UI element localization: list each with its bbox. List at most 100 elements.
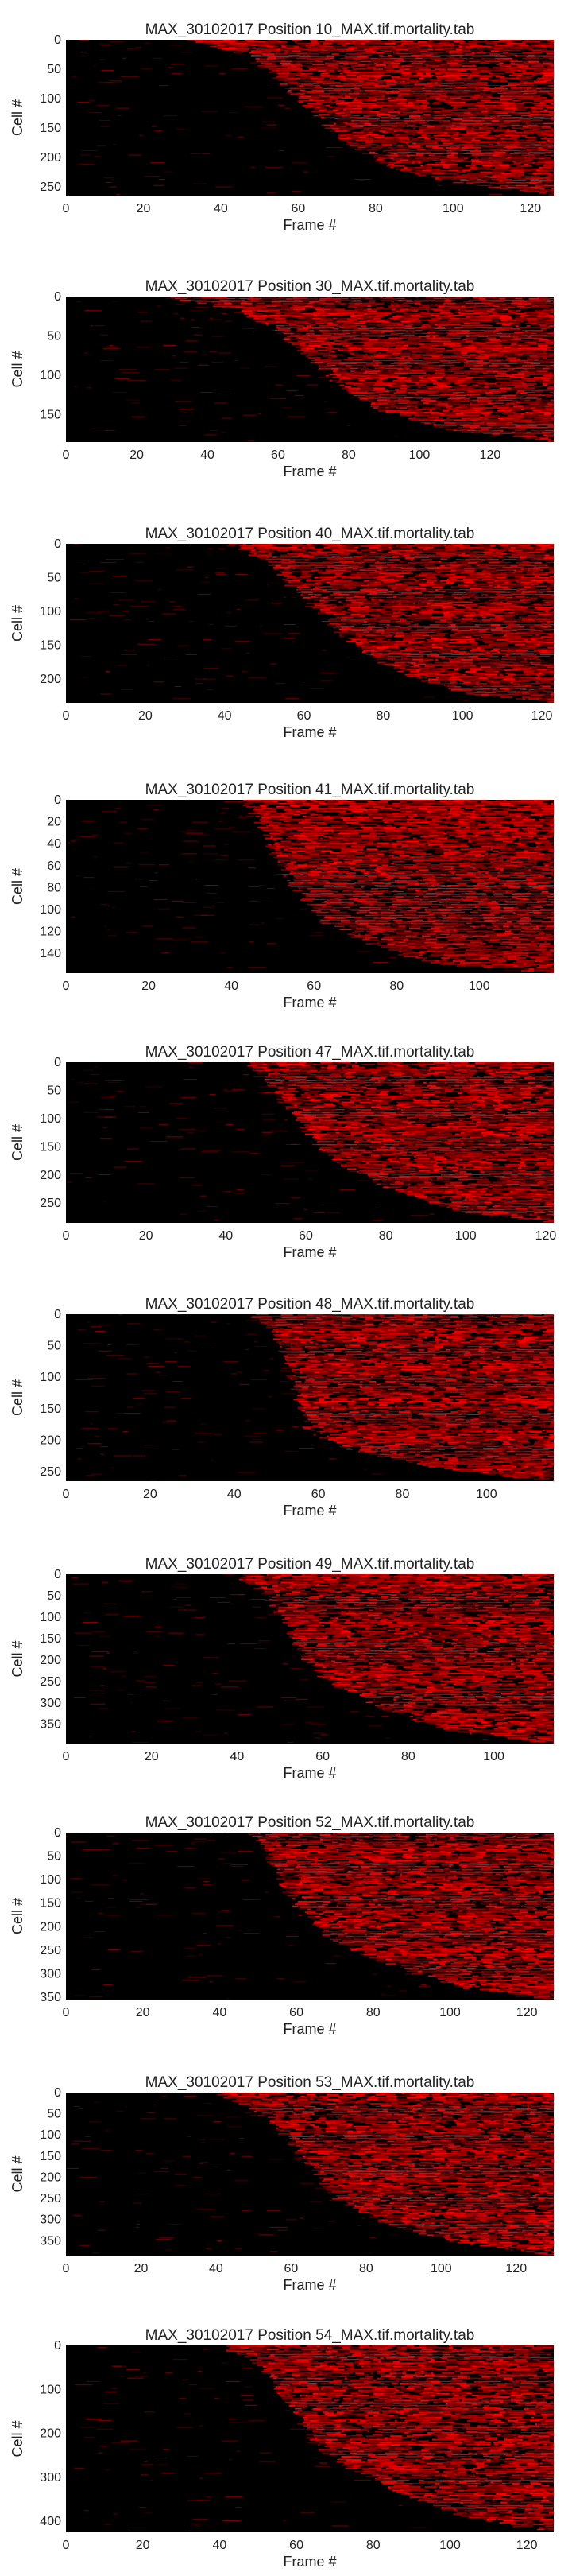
heatmap-cell — [531, 97, 542, 99]
heatmap-cell — [302, 91, 307, 92]
heatmap-cell — [433, 85, 439, 87]
heatmap-cell — [543, 62, 551, 64]
heatmap-cell — [448, 82, 460, 83]
heatmap-cell — [307, 74, 311, 76]
heatmap-cell — [399, 52, 411, 53]
heatmap-cell — [390, 48, 396, 51]
heatmap-cell — [378, 55, 384, 56]
heatmap-cell — [351, 79, 361, 81]
heatmap-cell — [400, 41, 414, 42]
heatmap-cell — [550, 47, 552, 49]
heatmap-cell — [463, 100, 469, 102]
heatmap-cell — [311, 80, 315, 82]
heatmap-cell — [328, 70, 334, 72]
heatmap-cell — [236, 40, 239, 41]
heatmap-cell — [278, 70, 291, 72]
heatmap-cell — [211, 42, 221, 45]
heatmap-cell — [411, 65, 415, 67]
heatmap-cell — [295, 77, 300, 80]
heatmap-cell — [300, 67, 303, 68]
heatmap-cell — [324, 44, 327, 46]
heatmap-cell — [341, 70, 344, 72]
heatmap-cell — [370, 79, 378, 81]
heatmap-cell — [171, 72, 183, 74]
heatmap-cell — [257, 65, 265, 67]
heatmap-cell — [508, 53, 516, 55]
heatmap-cell — [476, 52, 486, 54]
heatmap-cell — [384, 102, 392, 103]
heatmap-cell — [363, 80, 376, 82]
heatmap-cell — [520, 83, 528, 85]
heatmap-cell — [388, 72, 395, 74]
heatmap-cell — [551, 87, 554, 90]
heatmap-cell — [518, 100, 522, 102]
heatmap-cell — [551, 102, 554, 103]
heatmap-cell — [549, 89, 554, 91]
heatmap-cell — [459, 68, 466, 71]
heatmap-cell — [288, 77, 296, 80]
heatmap-cell — [440, 83, 454, 85]
heatmap-cell — [204, 42, 212, 45]
heatmap-cell — [297, 83, 302, 85]
heatmap-cell — [303, 55, 305, 56]
heatmap-cell — [476, 94, 480, 96]
heatmap-cell — [396, 77, 400, 79]
heatmap-cell — [257, 41, 266, 43]
heatmap-cell — [419, 77, 424, 80]
heatmap-cell — [311, 70, 319, 72]
heatmap-cell — [425, 87, 431, 90]
heatmap-cell — [420, 53, 434, 56]
heatmap-cell — [272, 45, 274, 48]
heatmap-cell — [374, 65, 386, 67]
heatmap-cell — [77, 102, 90, 103]
heatmap-cell — [500, 60, 505, 62]
heatmap-cell — [502, 103, 515, 104]
heatmap-cell — [290, 87, 303, 90]
heatmap-cell — [475, 79, 489, 80]
heatmap-cell — [323, 45, 333, 48]
heatmap-cell — [437, 72, 440, 75]
heatmap-cell — [324, 40, 334, 41]
heatmap-cell — [334, 40, 343, 41]
heatmap-cell — [331, 41, 340, 43]
heatmap-cell — [334, 65, 344, 68]
heatmap-cell — [410, 72, 420, 73]
heatmap-cell — [438, 100, 443, 102]
heatmap-cell — [514, 47, 520, 49]
heatmap-cell — [505, 65, 512, 68]
heatmap-cell — [516, 62, 524, 64]
heatmap-cell — [288, 72, 290, 73]
heatmap-cell — [354, 65, 365, 67]
heatmap-cell — [485, 60, 498, 63]
heatmap-cell — [540, 87, 551, 89]
heatmap-cell — [521, 60, 528, 63]
heatmap-cell — [510, 70, 518, 72]
heatmap-cell — [450, 97, 461, 99]
heatmap-cell — [330, 103, 333, 105]
heatmap-cell — [500, 95, 503, 98]
heatmap-cell — [381, 94, 385, 96]
heatmap-cell — [458, 62, 468, 64]
heatmap-cell — [541, 97, 547, 99]
heatmap-cell — [342, 40, 347, 41]
heatmap-cell — [404, 48, 409, 51]
heatmap-cell — [446, 80, 455, 82]
heatmap-cell — [328, 82, 341, 83]
heatmap-cell — [426, 83, 432, 85]
heatmap-cell — [445, 91, 458, 93]
heatmap-cell — [480, 100, 491, 102]
heatmap-cell — [446, 68, 460, 71]
heatmap-cell — [267, 56, 276, 58]
heatmap-cell — [531, 91, 539, 93]
heatmap-cell — [524, 40, 527, 41]
heatmap-cell — [307, 55, 310, 56]
heatmap-cell — [334, 95, 343, 98]
heatmap-cell — [245, 40, 255, 41]
heatmap-cell — [408, 48, 418, 50]
heatmap-cell — [535, 55, 543, 56]
heatmap-cell — [385, 65, 393, 67]
heatmap-cell — [435, 97, 441, 99]
heatmap-cell — [375, 80, 387, 82]
heatmap-cell — [506, 42, 518, 45]
heatmap-cell — [526, 40, 530, 41]
